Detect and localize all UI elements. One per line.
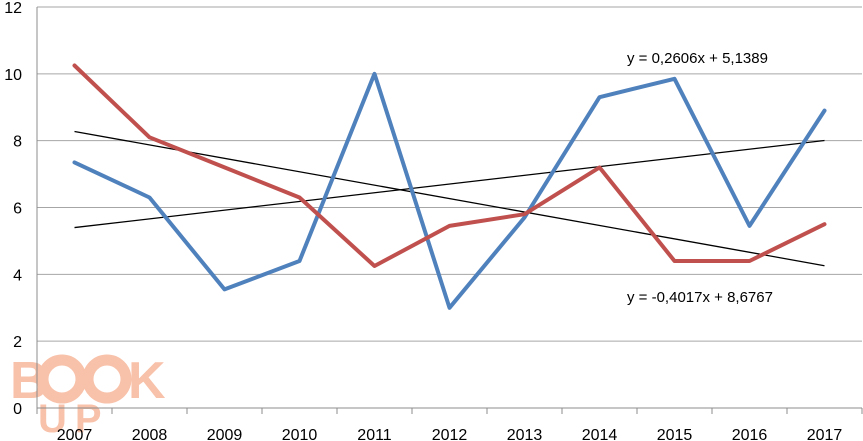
trendline-1 — [74, 139, 825, 229]
x-tick-label: 2016 — [732, 427, 768, 441]
watermark-logo: B K UP — [10, 352, 166, 441]
y-tick-label: 4 — [13, 267, 22, 284]
trend-equations: y = 0,2606x + 5,1389 y = -0,4017x + 8,676… — [627, 50, 773, 306]
y-tick-label: 6 — [13, 201, 22, 218]
x-tick-label: 2010 — [282, 427, 318, 441]
series-lines — [72, 63, 827, 310]
y-tick-label: 12 — [4, 0, 22, 17]
x-tick-labels: 2007 2008 2009 2010 2011 2012 2013 2014 2015 2016… — [57, 427, 843, 441]
trendlines — [74, 130, 825, 267]
series-line-2 — [72, 63, 827, 268]
grid-lines — [37, 6, 862, 342]
svg-text:UP: UP — [38, 397, 110, 441]
x-tick-label: 2014 — [582, 427, 618, 441]
y-tick-label: 2 — [13, 334, 22, 351]
trend-equation-2: y = -0,4017x + 8,6767 — [627, 289, 773, 306]
x-tick-label: 2011 — [357, 427, 392, 441]
x-tick-label: 2008 — [132, 427, 168, 441]
svg-text:K: K — [128, 352, 166, 410]
series-line-1 — [72, 71, 827, 310]
x-tick-label: 2009 — [207, 427, 243, 441]
x-tick-label: 2015 — [657, 427, 693, 441]
trend-equation-1: y = 0,2606x + 5,1389 — [627, 50, 768, 67]
x-tick-label: 2017 — [807, 427, 843, 441]
x-tick-label: 2012 — [432, 427, 468, 441]
y-tick-label: 8 — [13, 134, 22, 151]
trendline-2 — [74, 130, 825, 267]
x-tick-label: 2013 — [507, 427, 543, 441]
x-tick-label: 2007 — [57, 427, 93, 441]
y-tick-label: 10 — [4, 67, 22, 84]
y-tick-label: 0 — [13, 401, 22, 418]
axes — [36, 7, 863, 414]
y-tick-labels: 0 2 4 6 8 10 12 — [4, 0, 22, 418]
